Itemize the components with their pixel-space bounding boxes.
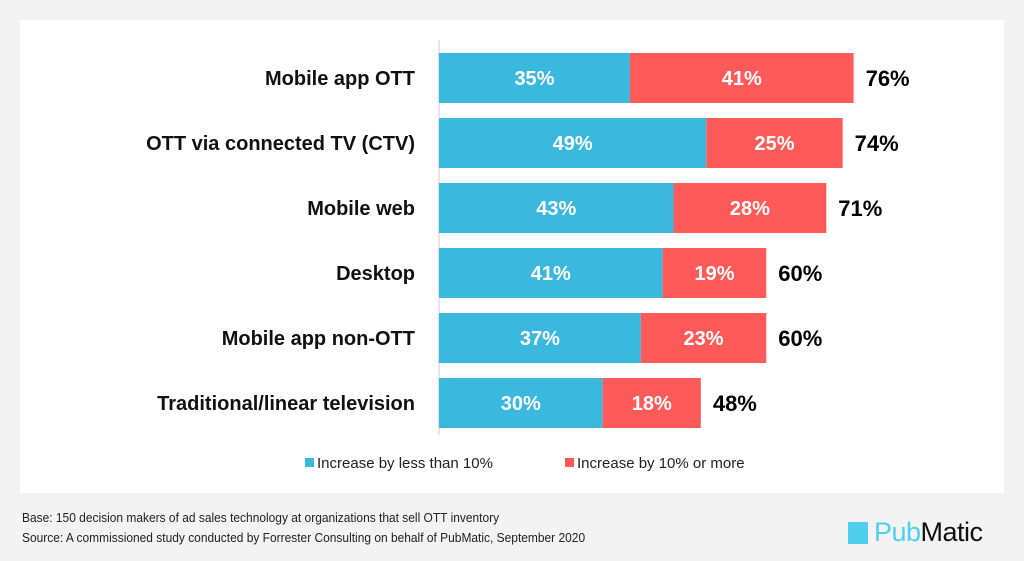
data-label: 41% xyxy=(531,263,571,285)
total-label: 48% xyxy=(713,391,757,416)
bar-segment xyxy=(673,183,827,233)
data-label: 23% xyxy=(684,328,724,350)
category-label: Desktop xyxy=(336,263,415,285)
logo-square-icon xyxy=(848,521,868,544)
legend-label: Increase by 10% or more xyxy=(577,455,745,472)
bar-segment xyxy=(439,378,603,428)
bar-segment xyxy=(662,248,767,298)
bar-segment xyxy=(640,313,767,363)
category-label: Mobile app non-OTT xyxy=(222,328,415,350)
bar-segment xyxy=(439,53,630,103)
bar-segment xyxy=(439,183,674,233)
bar-segment xyxy=(629,53,854,103)
data-label: 43% xyxy=(536,198,576,220)
category-label: Mobile web xyxy=(307,198,415,220)
footer-source: Source: A commissioned study conducted b… xyxy=(22,530,586,545)
data-label: 35% xyxy=(514,68,554,90)
pubmatic-logo: Pub Matic xyxy=(848,517,983,548)
bar-segment xyxy=(602,378,701,428)
category-label: Traditional/linear television xyxy=(157,393,415,415)
bar-segment xyxy=(439,313,641,363)
total-label: 74% xyxy=(855,131,899,156)
footer-base: Base: 150 decision makers of ad sales te… xyxy=(22,510,500,525)
data-label: 41% xyxy=(722,68,762,90)
total-label: 60% xyxy=(778,261,822,286)
data-label: 30% xyxy=(501,393,541,415)
category-label: Mobile app OTT xyxy=(265,68,415,90)
data-label: 25% xyxy=(754,133,794,155)
data-label: 28% xyxy=(730,198,770,220)
category-label: OTT via connected TV (CTV) xyxy=(146,133,415,155)
bar-segment xyxy=(439,118,707,168)
data-label: 37% xyxy=(520,328,560,350)
total-label: 60% xyxy=(778,326,822,351)
data-label: 49% xyxy=(553,133,593,155)
bar-segment xyxy=(439,248,663,298)
legend-swatch xyxy=(305,458,314,467)
bar-segment xyxy=(706,118,843,168)
total-label: 71% xyxy=(838,196,882,221)
legend-label: Increase by less than 10% xyxy=(317,455,493,472)
legend-swatch xyxy=(565,458,574,467)
data-label: 18% xyxy=(632,393,672,415)
data-label: 19% xyxy=(694,263,734,285)
total-label: 76% xyxy=(866,66,910,91)
